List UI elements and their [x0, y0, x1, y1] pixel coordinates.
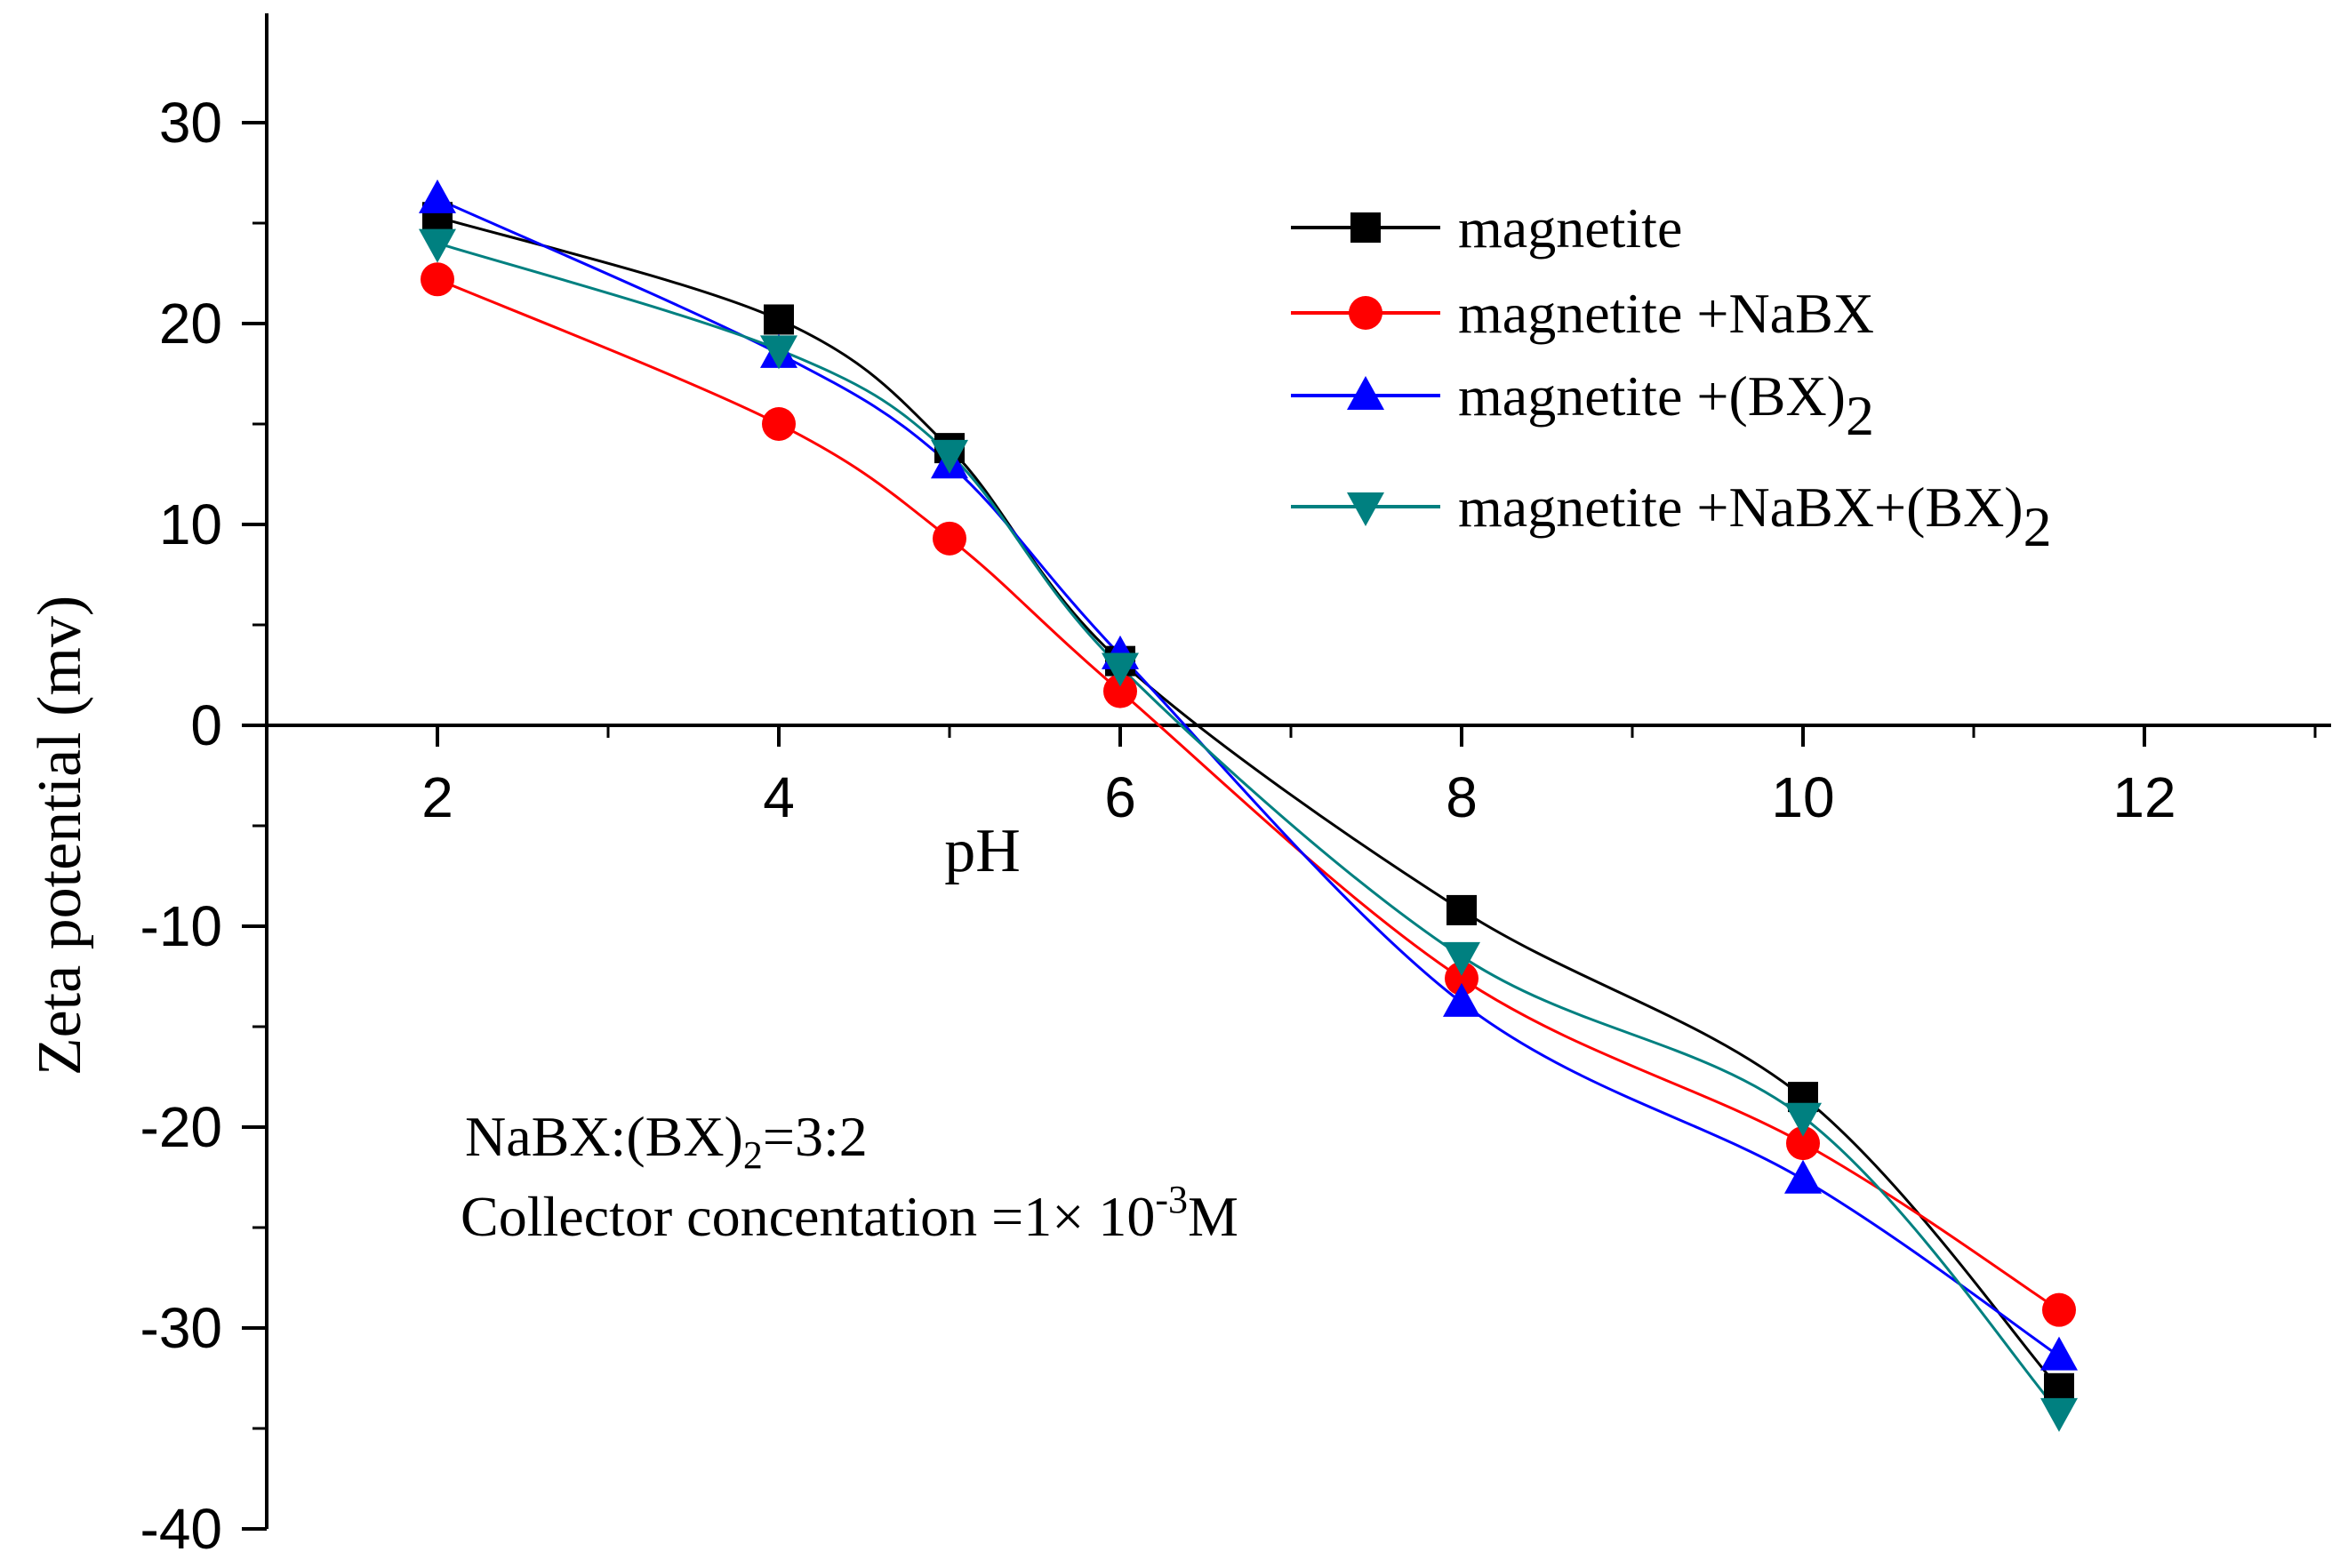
data-point — [1443, 941, 1480, 976]
legend-label: magnetite — [1458, 196, 1682, 260]
series-markers — [419, 179, 2078, 1432]
ratio-annotation-after: =3:2 — [763, 1105, 868, 1168]
data-point — [933, 521, 966, 556]
data-point — [1786, 1126, 1820, 1161]
legend-label-main: magnetite +NaBX — [1458, 282, 1874, 345]
legend-label-sub: 2 — [2023, 495, 2052, 558]
data-point — [1784, 1102, 1822, 1137]
x-tick-label: 6 — [1104, 765, 1136, 829]
axes: 30 20 10 0 -10 -20 -30 -40 2 4 6 8 10 12 — [140, 13, 2331, 1561]
data-point — [931, 439, 968, 474]
y-tick-label: -10 — [140, 894, 223, 958]
x-tick-label: 10 — [1771, 765, 1834, 829]
ratio-annotation: NaBX:(BX)2=3:2 — [465, 1105, 868, 1177]
data-point — [419, 228, 456, 263]
legend-label: magnetite +NaBX — [1458, 282, 1874, 345]
legend-marker — [1347, 492, 1384, 526]
legend-label: magnetite +(BX)2 — [1458, 364, 1874, 447]
legend-label-sub: 2 — [1846, 384, 1874, 447]
legend-label-main: magnetite +(BX) — [1458, 364, 1846, 428]
data-point — [1784, 1159, 1822, 1194]
data-point — [1445, 961, 1479, 996]
legend-marker — [1350, 212, 1381, 243]
y-tick-label: 10 — [159, 492, 222, 556]
y-tick-label: -30 — [140, 1296, 223, 1360]
legend-label-main: magnetite — [1458, 196, 1682, 260]
data-point — [2040, 1397, 2078, 1432]
data-point — [764, 304, 794, 335]
x-tick-label: 12 — [2112, 765, 2176, 829]
legend-label: magnetite +NaBX+(BX)2 — [1458, 476, 2052, 558]
data-point — [1443, 982, 1480, 1017]
y-tick-label: 30 — [159, 91, 222, 155]
data-point — [1446, 894, 1477, 925]
data-point — [762, 407, 796, 441]
data-point — [1102, 652, 1139, 687]
ratio-annotation-sub: 2 — [743, 1133, 763, 1177]
concentration-annotation-after: M — [1188, 1185, 1238, 1248]
legend-marker — [1347, 376, 1384, 410]
legend-label-main: magnetite +NaBX+(BX) — [1458, 476, 2023, 539]
data-point — [421, 262, 454, 297]
data-point — [760, 335, 797, 370]
ratio-annotation-main: NaBX:(BX) — [465, 1105, 743, 1168]
y-axis-title: Zeta potential (mv) — [26, 596, 94, 1076]
y-tick-label: -40 — [140, 1497, 223, 1561]
concentration-annotation: Collector concentation =1× 10-3M — [461, 1178, 1238, 1248]
y-tick-label: -20 — [140, 1095, 223, 1159]
y-tick-label: 0 — [190, 693, 222, 757]
concentration-annotation-sup: -3 — [1155, 1178, 1188, 1221]
x-tick-label: 8 — [1446, 765, 1478, 829]
x-tick-label: 4 — [763, 765, 795, 829]
legend-marker — [1349, 296, 1382, 330]
concentration-annotation-main: Collector concentation =1× 10 — [461, 1185, 1155, 1248]
x-tick-label: 2 — [421, 765, 453, 829]
data-point — [1103, 674, 1137, 708]
y-tick-label: 20 — [159, 292, 222, 356]
data-point — [2042, 1292, 2076, 1327]
data-point — [419, 179, 456, 213]
x-axis-title: pH — [944, 817, 1021, 885]
data-point — [2040, 1336, 2078, 1371]
